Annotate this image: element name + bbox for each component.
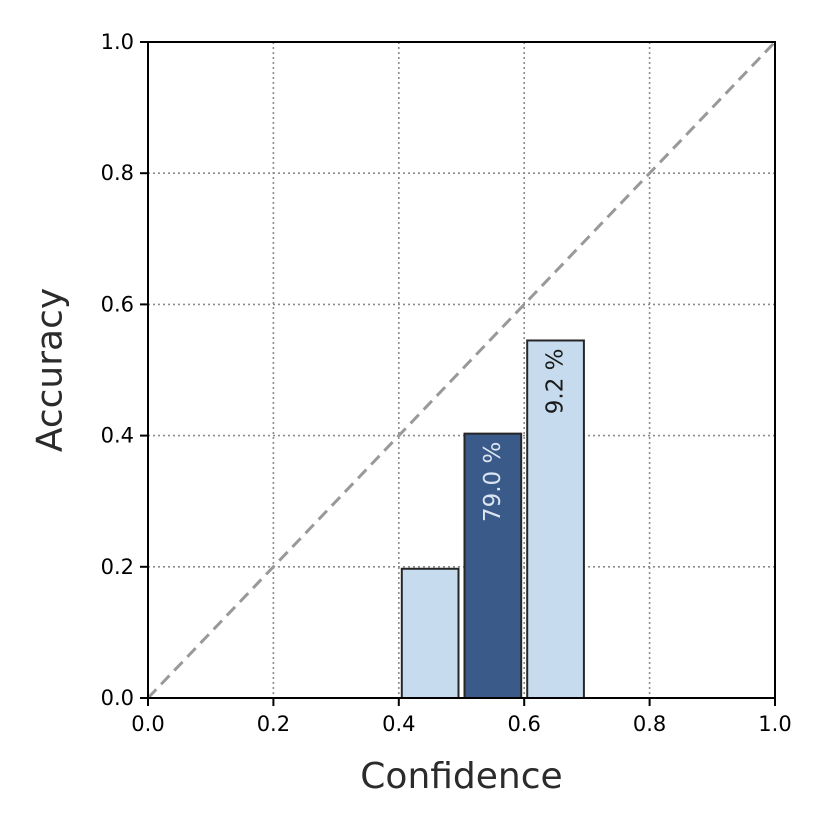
bar-4 — [400, 567, 460, 699]
x-tick-label-1: 0.2 — [257, 712, 290, 736]
bar-6 — [526, 339, 585, 699]
bar-label-6: 9.2 % — [543, 348, 569, 414]
x-tick-label-3: 0.6 — [507, 712, 540, 736]
bars — [400, 339, 585, 699]
plot-frame — [147, 41, 776, 699]
x-axis-title: Confidence — [360, 756, 562, 797]
y-tick-label-0: 0.0 — [101, 686, 134, 710]
x-tick-label-5: 1.0 — [758, 712, 791, 736]
y-tick-label-1: 0.2 — [101, 555, 134, 579]
x-tick-label-4: 0.8 — [633, 712, 666, 736]
y-axis-title: Accuracy — [30, 288, 71, 452]
ticks: 0.0 0.2 0.4 0.6 0.8 1.0 0.0 0.2 0.4 0.6 0.8 1.0 — [101, 30, 792, 736]
x-tick-label-0: 0.0 — [131, 712, 164, 736]
y-tick-label-3: 0.6 — [101, 292, 134, 316]
y-tick-label-2: 0.4 — [101, 424, 134, 448]
x-tick-label-2: 0.4 — [382, 712, 415, 736]
bar-label-5: 79.0 % — [480, 442, 506, 522]
bar-labels: 79.0 % 9.2 % — [480, 348, 569, 522]
bar-5 — [463, 432, 523, 699]
y-tick-label-4: 0.8 — [101, 161, 134, 185]
y-tick-label-5: 1.0 — [101, 30, 134, 54]
perfect-calibration-line — [146, 40, 777, 700]
